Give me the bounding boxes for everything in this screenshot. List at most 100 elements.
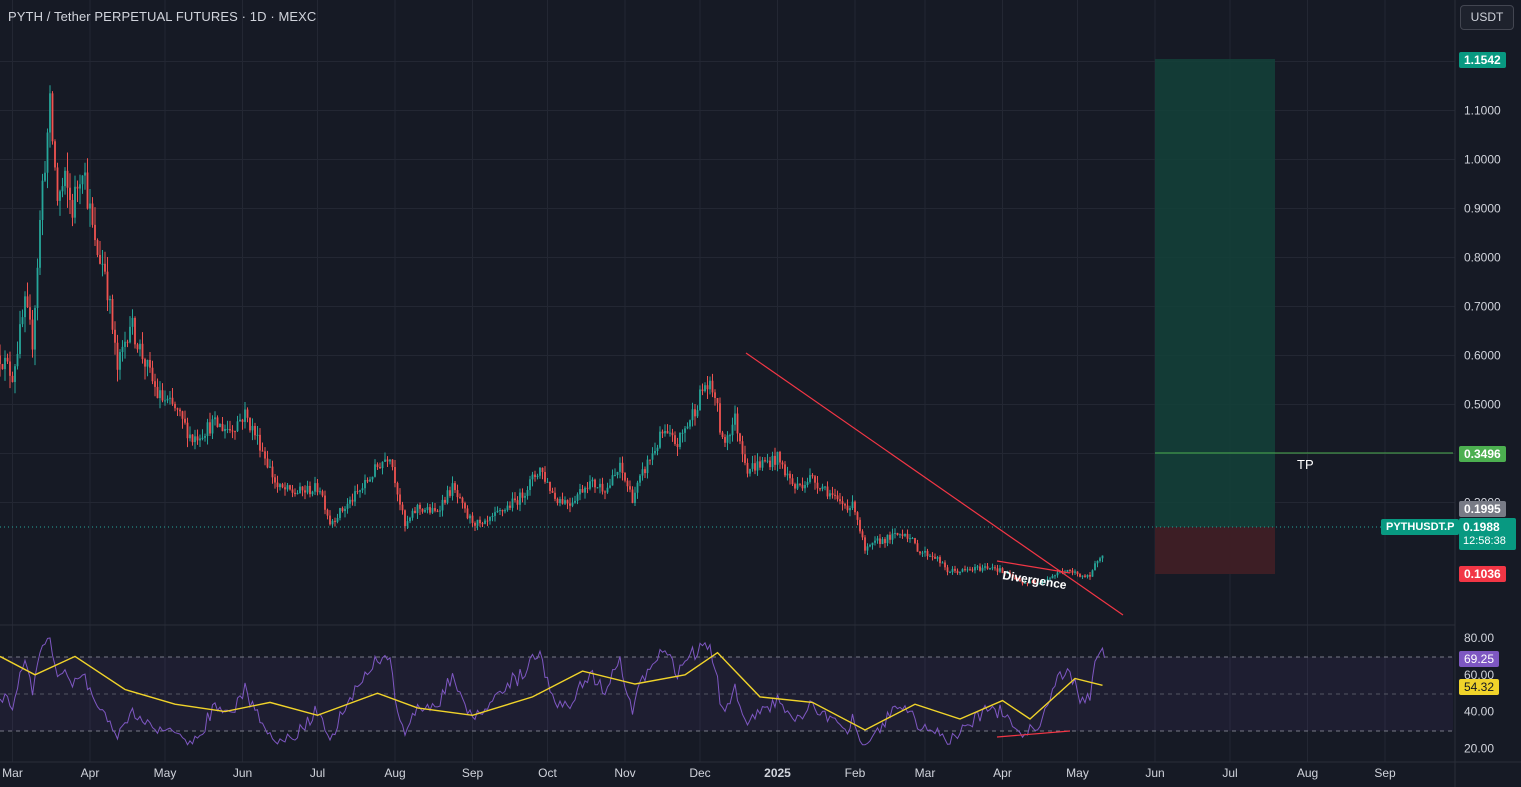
candle-body [254, 425, 256, 436]
candle-body [936, 557, 939, 559]
candle-body [839, 499, 841, 502]
time-tick-label: Jul [310, 766, 325, 780]
candle-body [134, 317, 136, 345]
candle-body [786, 473, 789, 476]
target-price-tag: 1.1542 [1459, 52, 1506, 68]
candle-body [726, 435, 729, 443]
candle-body [341, 508, 344, 512]
candle-body [994, 567, 996, 569]
candle-body [129, 326, 131, 343]
candle-body [796, 483, 799, 489]
candle-body [1074, 571, 1076, 573]
price-tick-label: 1.0000 [1464, 153, 1501, 167]
candle-body [421, 508, 424, 512]
currency-button[interactable]: USDT [1460, 5, 1514, 30]
candle-body [364, 480, 366, 489]
candle-body [239, 419, 241, 422]
rsi-ma-value-tag: 54.32 [1459, 679, 1500, 695]
candle-body [899, 534, 901, 536]
candle-body [1026, 582, 1029, 584]
candle-body [409, 517, 411, 522]
time-tick-label: 2025 [764, 766, 791, 780]
candle-body [91, 203, 94, 225]
candle-body [619, 462, 621, 472]
candle-body [44, 172, 46, 181]
candle-body [1014, 578, 1016, 580]
candle-body [1084, 575, 1086, 577]
candle-body [761, 460, 764, 468]
candle-body [919, 551, 921, 554]
candle-body [721, 432, 724, 438]
candle-body [334, 520, 336, 522]
candle-body [171, 397, 174, 404]
candle-body [916, 543, 919, 552]
candle-body [279, 484, 281, 488]
candle-body [559, 499, 561, 504]
candle-body [1011, 574, 1014, 579]
price-tick-label: 0.8000 [1464, 251, 1501, 265]
price-tick-label: 0.9000 [1464, 202, 1501, 216]
candle-body [729, 435, 731, 437]
candle-body [684, 428, 686, 433]
candle-body [6, 357, 9, 362]
candle-body [1076, 571, 1079, 575]
candle-body [789, 473, 791, 479]
candle-body [1069, 569, 1071, 571]
candle-body [39, 219, 41, 268]
candle-body [16, 353, 19, 367]
candle-body [479, 519, 481, 524]
rsi-divergence-line[interactable] [996, 730, 1071, 738]
candle-body [269, 466, 271, 468]
candle-body [141, 343, 144, 360]
candle-body [1029, 581, 1031, 584]
candle-body [159, 390, 161, 399]
candle-body [921, 552, 924, 554]
candle-body [221, 423, 224, 432]
candle-body [161, 390, 164, 401]
candle-body [859, 519, 861, 532]
candle-body [914, 538, 916, 544]
rsi-tick-label: 80.00 [1464, 631, 1494, 645]
rsi-value-tag: 69.25 [1459, 651, 1500, 667]
candle-body [251, 425, 254, 431]
candle-body [386, 459, 389, 462]
candle-body [431, 508, 434, 513]
candle-body [389, 459, 391, 462]
candle-body [509, 505, 511, 508]
candle-body [444, 499, 446, 503]
candle-body [704, 385, 706, 392]
target-zone [1155, 59, 1275, 527]
candle-body [339, 508, 341, 518]
candle-body [836, 495, 839, 500]
candle-body [139, 343, 141, 350]
candle-body [396, 483, 399, 495]
candle-body [471, 515, 474, 523]
divergence-price-line[interactable] [996, 560, 1071, 574]
time-tick-label: Sep [1374, 766, 1396, 780]
candle-body [99, 254, 101, 264]
candle-body [324, 495, 326, 510]
candle-body [406, 521, 409, 527]
candle-body [1044, 579, 1046, 582]
candle-body [294, 492, 296, 495]
candle-body [14, 366, 16, 383]
candle-body [659, 431, 661, 448]
candle-body [31, 319, 34, 350]
candle-body [771, 455, 774, 468]
candle-body [806, 481, 809, 486]
candle-body [211, 419, 214, 434]
candle-body [469, 515, 471, 519]
candle-body [906, 533, 909, 539]
time-tick-label: Sep [462, 766, 484, 780]
candle-body [219, 423, 221, 428]
rsi-ma-line [0, 651, 1103, 731]
chart-grid [0, 0, 1455, 762]
candle-body [436, 510, 439, 512]
candle-body [176, 408, 179, 410]
candle-body [106, 271, 109, 301]
candle-body [1066, 569, 1069, 572]
candle-body [1039, 583, 1041, 585]
candle-body [591, 479, 594, 482]
candle-body [561, 499, 564, 504]
